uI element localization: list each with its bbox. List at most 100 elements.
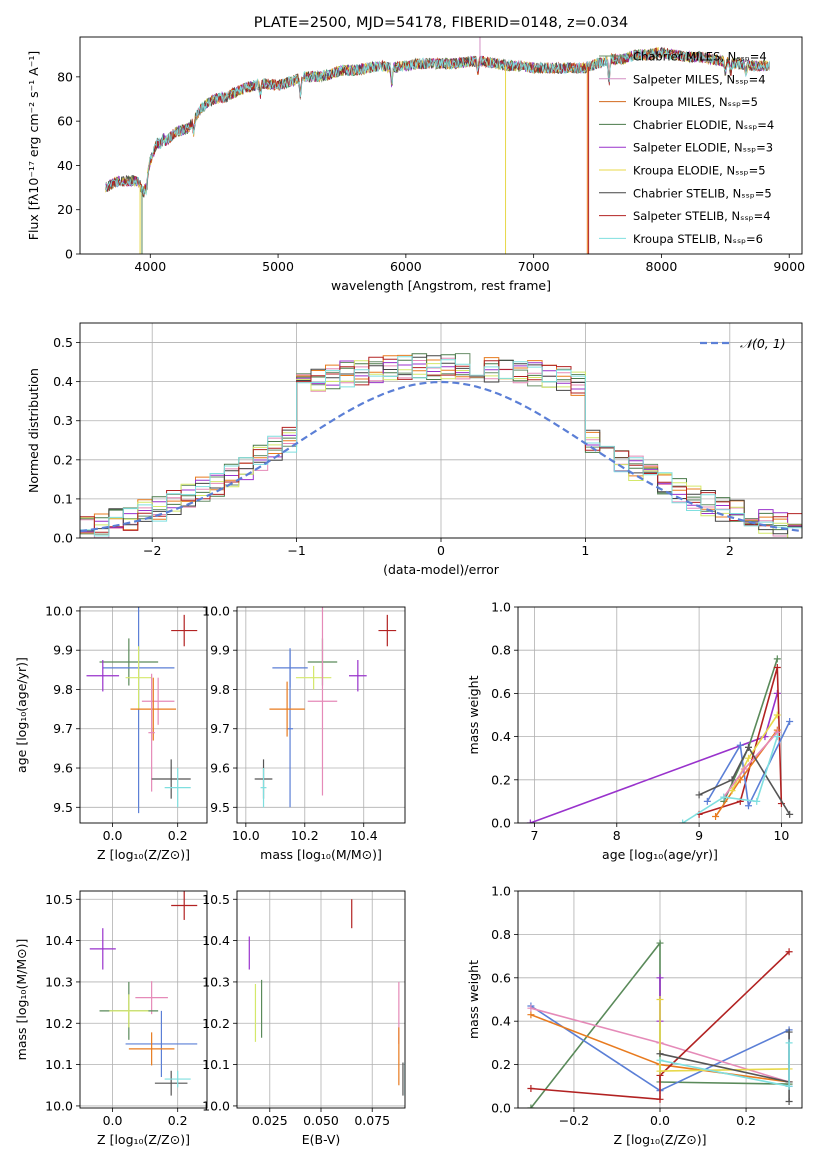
error-bar bbox=[295, 665, 332, 690]
x-tick-label: 2 bbox=[726, 543, 734, 558]
error-bar bbox=[287, 650, 293, 808]
weight-marker bbox=[744, 802, 752, 810]
y-tick-label: 0.0 bbox=[53, 531, 73, 546]
y-tick-label: 9.6 bbox=[210, 761, 230, 776]
y-axis-label: mass [log₁₀(M/M⊙)] bbox=[14, 939, 29, 1061]
error-bar bbox=[141, 677, 175, 725]
weight-marker bbox=[656, 939, 664, 947]
weight-marker bbox=[656, 1050, 664, 1058]
x-axis-label: E(B-V) bbox=[302, 1132, 341, 1147]
legend-label: Salpeter ELODIE, Nₛₛₚ=3 bbox=[633, 141, 773, 155]
weight-marker bbox=[527, 1104, 535, 1108]
weight-marker bbox=[656, 1095, 664, 1103]
axes-frame bbox=[517, 890, 803, 1109]
x-tick-label: 4000 bbox=[134, 259, 166, 274]
weight-line bbox=[698, 745, 791, 815]
x-axis-label: wavelength [Angstrom, rest frame] bbox=[331, 278, 551, 293]
spectrum-series bbox=[105, 49, 770, 196]
spectrum-lines bbox=[105, 37, 770, 254]
y-tick-label: 10.0 bbox=[202, 1098, 230, 1113]
legend-label: Salpeter STELIB, Nₛₛₚ=4 bbox=[633, 209, 771, 223]
error-bar bbox=[171, 614, 198, 647]
x-tick-label: 0 bbox=[437, 543, 445, 558]
histograms bbox=[80, 353, 802, 538]
weight-marker bbox=[656, 1056, 664, 1064]
y-axis-label: Normed distribution bbox=[26, 368, 41, 493]
weight-marker bbox=[736, 741, 744, 749]
weight-marker bbox=[526, 819, 534, 823]
y-tick-label: 0.6 bbox=[491, 970, 511, 985]
panel-spectrum: 4000 5000 6000 7000 8000 9000 0 20 40 60 80 wavelen… bbox=[26, 15, 805, 293]
axes-frame bbox=[517, 606, 803, 824]
error-bar bbox=[148, 673, 155, 792]
weight-marker bbox=[695, 791, 703, 799]
y-tick-label: 9.7 bbox=[210, 721, 230, 736]
y-tick-label: 9.9 bbox=[53, 643, 73, 658]
weight-series bbox=[720, 655, 781, 805]
weight-marker bbox=[527, 1084, 535, 1092]
x-tick-label: 0.2 bbox=[168, 828, 188, 843]
y-axis-label: mass weight bbox=[466, 675, 481, 754]
axes-frame bbox=[236, 606, 406, 824]
error-bar bbox=[307, 607, 338, 796]
legend-label: Kroupa ELODIE, Nₛₛₚ=5 bbox=[633, 164, 766, 178]
weight-marker bbox=[703, 797, 711, 805]
weight-marker bbox=[527, 1004, 535, 1012]
y-tick-label: 1.0 bbox=[491, 600, 511, 615]
error-bar bbox=[164, 768, 191, 808]
weight-series bbox=[656, 996, 793, 1075]
weight-marker bbox=[786, 810, 794, 818]
axes-frame bbox=[79, 606, 208, 824]
y-tick-label: 0.8 bbox=[491, 643, 511, 658]
x-tick-label: 1 bbox=[581, 543, 589, 558]
y-tick-label: 10.0 bbox=[45, 1098, 73, 1113]
weight-series bbox=[695, 663, 785, 818]
x-tick-label: 7 bbox=[530, 828, 538, 843]
axes-frame bbox=[79, 890, 208, 1109]
weight-marker bbox=[656, 996, 664, 1003]
weight-marker bbox=[785, 948, 793, 956]
y-tick-label: 80 bbox=[57, 69, 73, 84]
error-bars bbox=[86, 607, 198, 814]
error-bar bbox=[154, 1070, 188, 1096]
weight-line bbox=[682, 736, 779, 823]
weight-marker bbox=[720, 793, 728, 801]
x-tick-label: 0.0 bbox=[103, 1113, 123, 1128]
error-bars bbox=[89, 891, 198, 1096]
normal-curve bbox=[80, 380, 802, 533]
y-tick-label: 9.5 bbox=[210, 800, 230, 815]
y-tick-label: 10.3 bbox=[202, 974, 230, 989]
legend-label: Salpeter MILES, Nₛₛₚ=4 bbox=[633, 72, 766, 86]
weight-marker bbox=[744, 743, 752, 751]
legend-label: Kroupa STELIB, Nₛₛₚ=6 bbox=[633, 232, 763, 246]
y-tick-label: 9.6 bbox=[53, 761, 73, 776]
y-tick-label: 0.2 bbox=[491, 1057, 511, 1072]
y-tick-label: 9.8 bbox=[210, 682, 230, 697]
weight-marker bbox=[785, 1082, 793, 1090]
y-tick-label: 0.4 bbox=[491, 729, 511, 744]
weight-marker bbox=[785, 1039, 793, 1047]
panel-residuals: −2 −1 0 1 2 0.0 0.1 0.2 0.3 0.4 0.5 (data-model)/er… bbox=[26, 322, 803, 577]
weight-series bbox=[728, 711, 781, 795]
y-tick-label: 10.4 bbox=[45, 933, 73, 948]
y-tick-label: 0.0 bbox=[491, 1101, 511, 1116]
x-axis-label: mass [log₁₀(M/M⊙)] bbox=[260, 847, 382, 862]
error-bar bbox=[109, 994, 149, 1028]
x-tick-label: 10 bbox=[773, 828, 789, 843]
chart-title: PLATE=2500, MJD=54178, FIBERID=0148, z=0… bbox=[254, 15, 628, 31]
x-tick-label: 7000 bbox=[518, 259, 550, 274]
x-tick-label: 0.050 bbox=[303, 1113, 339, 1128]
x-axis-label: Z [log₁₀(Z/Z⊙)] bbox=[614, 1132, 707, 1147]
error-bar bbox=[269, 681, 305, 737]
weight-lines bbox=[527, 939, 793, 1108]
panel-mass-vs-z: 0.0 0.2 10.0 10.1 10.2 10.3 10.4 10.5 Z [log₁₀(Z… bbox=[14, 890, 208, 1147]
y-tick-label: 10.0 bbox=[202, 603, 230, 618]
error-bar bbox=[378, 614, 397, 647]
y-tick-label: 0.1 bbox=[53, 491, 73, 506]
panel-age-vs-z: 0.0 0.2 9.5 9.6 9.7 9.8 9.9 10.0 Z [log₁₀(Z/Z⊙)]… bbox=[14, 603, 208, 862]
weight-marker bbox=[773, 663, 781, 671]
x-tick-label: 10.0 bbox=[232, 828, 260, 843]
y-tick-label: 0.2 bbox=[53, 452, 73, 467]
